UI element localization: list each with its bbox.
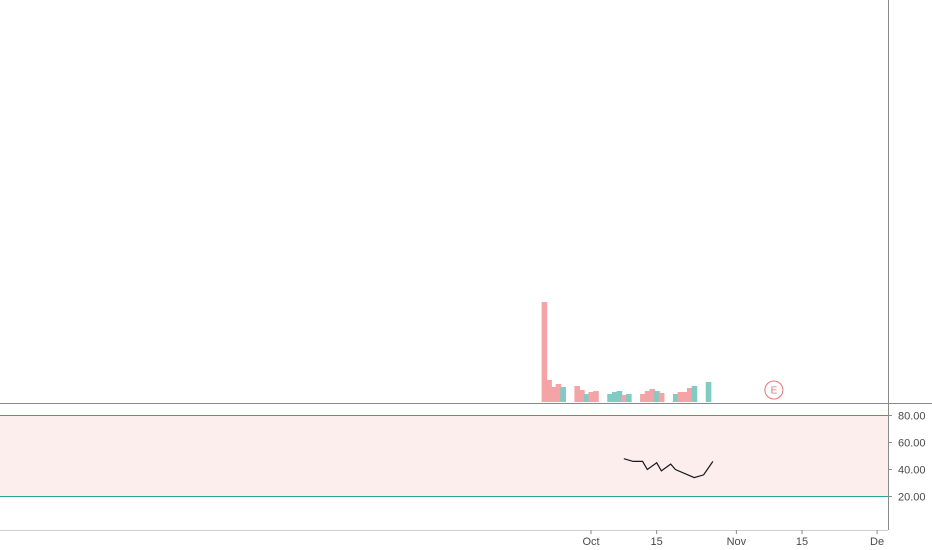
time-tick-label: De bbox=[870, 536, 884, 548]
volume-bar bbox=[644, 391, 651, 402]
earnings-marker-label: E bbox=[771, 386, 778, 397]
volume-layer bbox=[541, 302, 712, 402]
volume-bar bbox=[555, 384, 562, 402]
earnings-marker[interactable]: E bbox=[764, 380, 784, 400]
rsi-band-layer bbox=[0, 415, 888, 497]
volume-bar bbox=[616, 391, 623, 402]
earnings-marker-circle bbox=[764, 380, 784, 400]
volume-bar bbox=[607, 394, 613, 402]
volume-bar bbox=[546, 380, 552, 402]
volume-bar bbox=[579, 390, 585, 402]
volume-bar bbox=[686, 388, 693, 402]
rsi-line bbox=[623, 458, 714, 479]
rsi-tick-label: 40.00 bbox=[898, 465, 926, 477]
volume-bar bbox=[705, 382, 712, 402]
volume-bar bbox=[677, 392, 684, 402]
volume-bar bbox=[691, 386, 698, 402]
volume-bar bbox=[672, 394, 679, 402]
time-tick-label: Oct bbox=[582, 536, 599, 548]
rsi-tick-label: 60.00 bbox=[898, 438, 926, 450]
marker-layer: E bbox=[764, 380, 784, 400]
volume-bar bbox=[654, 391, 660, 402]
volume-bar bbox=[560, 387, 566, 402]
volume-bar bbox=[682, 392, 688, 402]
volume-bar bbox=[649, 389, 656, 402]
rsi-overbought-oversold-band bbox=[0, 415, 888, 497]
time-tick-label: Nov bbox=[727, 536, 747, 548]
volume-bar bbox=[658, 393, 665, 402]
rsi-layer bbox=[623, 458, 714, 479]
volume-bar bbox=[588, 392, 595, 402]
volume-bar bbox=[640, 394, 646, 402]
volume-bar bbox=[593, 391, 599, 402]
volume-bar bbox=[626, 394, 632, 402]
volume-bar bbox=[611, 392, 618, 402]
volume-bar bbox=[583, 394, 590, 402]
rsi-tick-label: 80.00 bbox=[898, 411, 926, 423]
time-tick-label: 15 bbox=[651, 536, 663, 548]
volume-bar bbox=[574, 386, 581, 402]
volume-bar bbox=[541, 302, 548, 402]
volume-bar bbox=[621, 395, 627, 402]
time-tick-label: 15 bbox=[796, 536, 808, 548]
volume-bar bbox=[550, 387, 557, 402]
rsi-tick-label: 20.00 bbox=[898, 492, 926, 504]
